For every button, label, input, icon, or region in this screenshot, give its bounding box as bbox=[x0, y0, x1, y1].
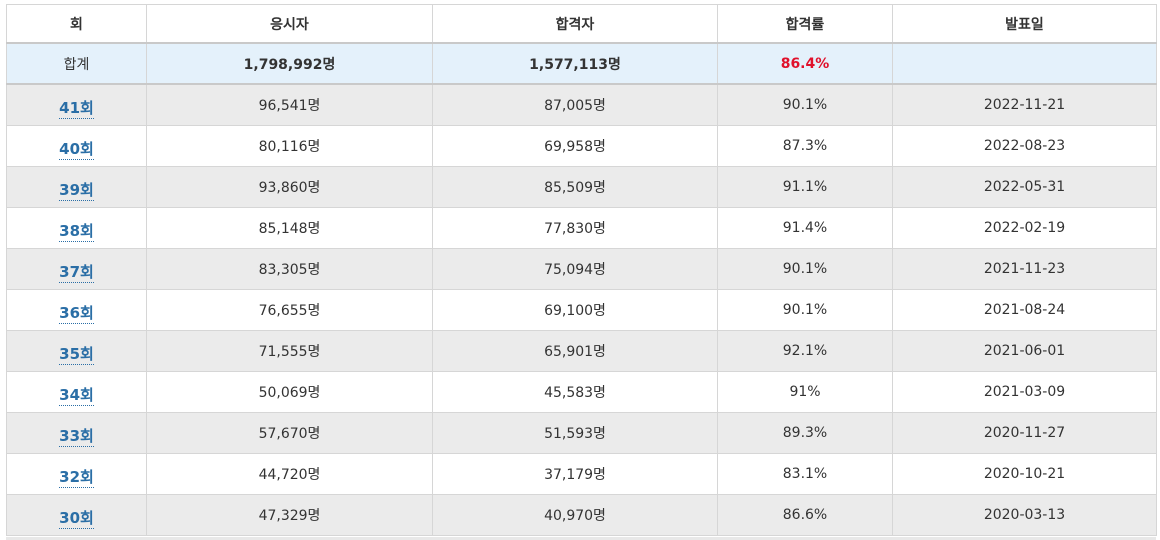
applicants-cell: 83,305명 bbox=[146, 248, 433, 290]
round-link[interactable]: 39회 bbox=[59, 180, 94, 201]
table-row: 37회 83,305명 75,094명 90.1% 2021-11-23 bbox=[6, 248, 1157, 290]
table-row: 34회 50,069명 45,583명 91% 2021-03-09 bbox=[6, 371, 1157, 413]
round-link[interactable]: 36회 bbox=[59, 303, 94, 324]
passed-cell: 51,593명 bbox=[432, 412, 718, 454]
announce-date-cell: 2022-05-31 bbox=[892, 166, 1157, 208]
table-row: 33회 57,670명 51,593명 89.3% 2020-11-27 bbox=[6, 412, 1157, 454]
header-row: 회 응시자 합격자 합격률 발표일 bbox=[6, 4, 1157, 44]
round-cell: 33회 bbox=[6, 412, 147, 454]
table-row: 35회 71,555명 65,901명 92.1% 2021-06-01 bbox=[6, 330, 1157, 372]
round-cell: 34회 bbox=[6, 371, 147, 413]
passed-cell: 87,005명 bbox=[432, 83, 718, 126]
passed-cell: 45,583명 bbox=[432, 371, 718, 413]
applicants-cell: 76,655명 bbox=[146, 289, 433, 331]
announce-date-cell: 2021-11-23 bbox=[892, 248, 1157, 290]
pass-rate-cell: 91% bbox=[717, 371, 893, 413]
passed-cell: 69,958명 bbox=[432, 125, 718, 167]
total-date bbox=[892, 42, 1157, 85]
pass-rate-cell: 89.3% bbox=[717, 412, 893, 454]
round-cell: 30회 bbox=[6, 494, 147, 536]
table-row: 30회 47,329명 40,970명 86.6% 2020-03-13 bbox=[6, 494, 1157, 536]
round-cell: 36회 bbox=[6, 289, 147, 331]
passed-cell: 69,100명 bbox=[432, 289, 718, 331]
applicants-cell: 57,670명 bbox=[146, 412, 433, 454]
total-row: 합계 1,798,992명 1,577,113명 86.4% bbox=[6, 42, 1157, 85]
total-pass-rate: 86.4% bbox=[717, 42, 893, 85]
table-row: 32회 44,720명 37,179명 83.1% 2020-10-21 bbox=[6, 453, 1157, 495]
announce-date-cell: 2021-03-09 bbox=[892, 371, 1157, 413]
round-cell: 40회 bbox=[6, 125, 147, 167]
col-header-applicants: 응시자 bbox=[146, 4, 433, 44]
round-cell: 35회 bbox=[6, 330, 147, 372]
announce-date-cell: 2021-08-24 bbox=[892, 289, 1157, 331]
applicants-cell: 71,555명 bbox=[146, 330, 433, 372]
pass-rate-cell: 91.4% bbox=[717, 207, 893, 249]
round-link[interactable]: 41회 bbox=[59, 98, 94, 119]
announce-date-cell: 2022-02-19 bbox=[892, 207, 1157, 249]
pass-rate-cell: 90.1% bbox=[717, 248, 893, 290]
round-link[interactable]: 37회 bbox=[59, 262, 94, 283]
pass-rate-cell: 86.6% bbox=[717, 494, 893, 536]
table-row: 39회 93,860명 85,509명 91.1% 2022-05-31 bbox=[6, 166, 1157, 208]
table-bottom-edge bbox=[6, 537, 1156, 540]
table-row: 40회 80,116명 69,958명 87.3% 2022-08-23 bbox=[6, 125, 1157, 167]
applicants-cell: 80,116명 bbox=[146, 125, 433, 167]
announce-date-cell: 2020-10-21 bbox=[892, 453, 1157, 495]
round-cell: 32회 bbox=[6, 453, 147, 495]
round-link[interactable]: 40회 bbox=[59, 139, 94, 160]
table-row: 41회 96,541명 87,005명 90.1% 2022-11-21 bbox=[6, 83, 1157, 126]
pass-rate-cell: 90.1% bbox=[717, 289, 893, 331]
round-link[interactable]: 32회 bbox=[59, 467, 94, 488]
table-body: 41회 96,541명 87,005명 90.1% 2022-11-21 40회 80,11… bbox=[6, 83, 1157, 536]
total-passed: 1,577,113명 bbox=[432, 42, 718, 85]
pass-rate-cell: 83.1% bbox=[717, 453, 893, 495]
total-label: 합계 bbox=[6, 42, 147, 85]
passed-cell: 85,509명 bbox=[432, 166, 718, 208]
applicants-cell: 44,720명 bbox=[146, 453, 433, 495]
pass-rate-cell: 90.1% bbox=[717, 83, 893, 126]
table-row: 36회 76,655명 69,100명 90.1% 2021-08-24 bbox=[6, 289, 1157, 331]
applicants-cell: 96,541명 bbox=[146, 83, 433, 126]
total-applicants: 1,798,992명 bbox=[146, 42, 433, 85]
applicants-cell: 93,860명 bbox=[146, 166, 433, 208]
passed-cell: 37,179명 bbox=[432, 453, 718, 495]
passed-cell: 77,830명 bbox=[432, 207, 718, 249]
col-header-passed: 합격자 bbox=[432, 4, 718, 44]
round-cell: 38회 bbox=[6, 207, 147, 249]
round-cell: 37회 bbox=[6, 248, 147, 290]
exam-results-table: 회 응시자 합격자 합격률 발표일 합계 1,798,992명 1,577,11… bbox=[6, 4, 1157, 536]
announce-date-cell: 2021-06-01 bbox=[892, 330, 1157, 372]
col-header-round: 회 bbox=[6, 4, 147, 44]
col-header-announce-date: 발표일 bbox=[892, 4, 1157, 44]
applicants-cell: 85,148명 bbox=[146, 207, 433, 249]
announce-date-cell: 2022-11-21 bbox=[892, 83, 1157, 126]
round-link[interactable]: 35회 bbox=[59, 344, 94, 365]
passed-cell: 75,094명 bbox=[432, 248, 718, 290]
round-cell: 41회 bbox=[6, 83, 147, 126]
applicants-cell: 50,069명 bbox=[146, 371, 433, 413]
pass-rate-cell: 87.3% bbox=[717, 125, 893, 167]
applicants-cell: 47,329명 bbox=[146, 494, 433, 536]
announce-date-cell: 2022-08-23 bbox=[892, 125, 1157, 167]
pass-rate-cell: 91.1% bbox=[717, 166, 893, 208]
announce-date-cell: 2020-03-13 bbox=[892, 494, 1157, 536]
col-header-pass-rate: 합격률 bbox=[717, 4, 893, 44]
passed-cell: 40,970명 bbox=[432, 494, 718, 536]
round-cell: 39회 bbox=[6, 166, 147, 208]
round-link[interactable]: 38회 bbox=[59, 221, 94, 242]
round-link[interactable]: 33회 bbox=[59, 426, 94, 447]
round-link[interactable]: 30회 bbox=[59, 508, 94, 529]
pass-rate-cell: 92.1% bbox=[717, 330, 893, 372]
announce-date-cell: 2020-11-27 bbox=[892, 412, 1157, 454]
passed-cell: 65,901명 bbox=[432, 330, 718, 372]
round-link[interactable]: 34회 bbox=[59, 385, 94, 406]
table-row: 38회 85,148명 77,830명 91.4% 2022-02-19 bbox=[6, 207, 1157, 249]
